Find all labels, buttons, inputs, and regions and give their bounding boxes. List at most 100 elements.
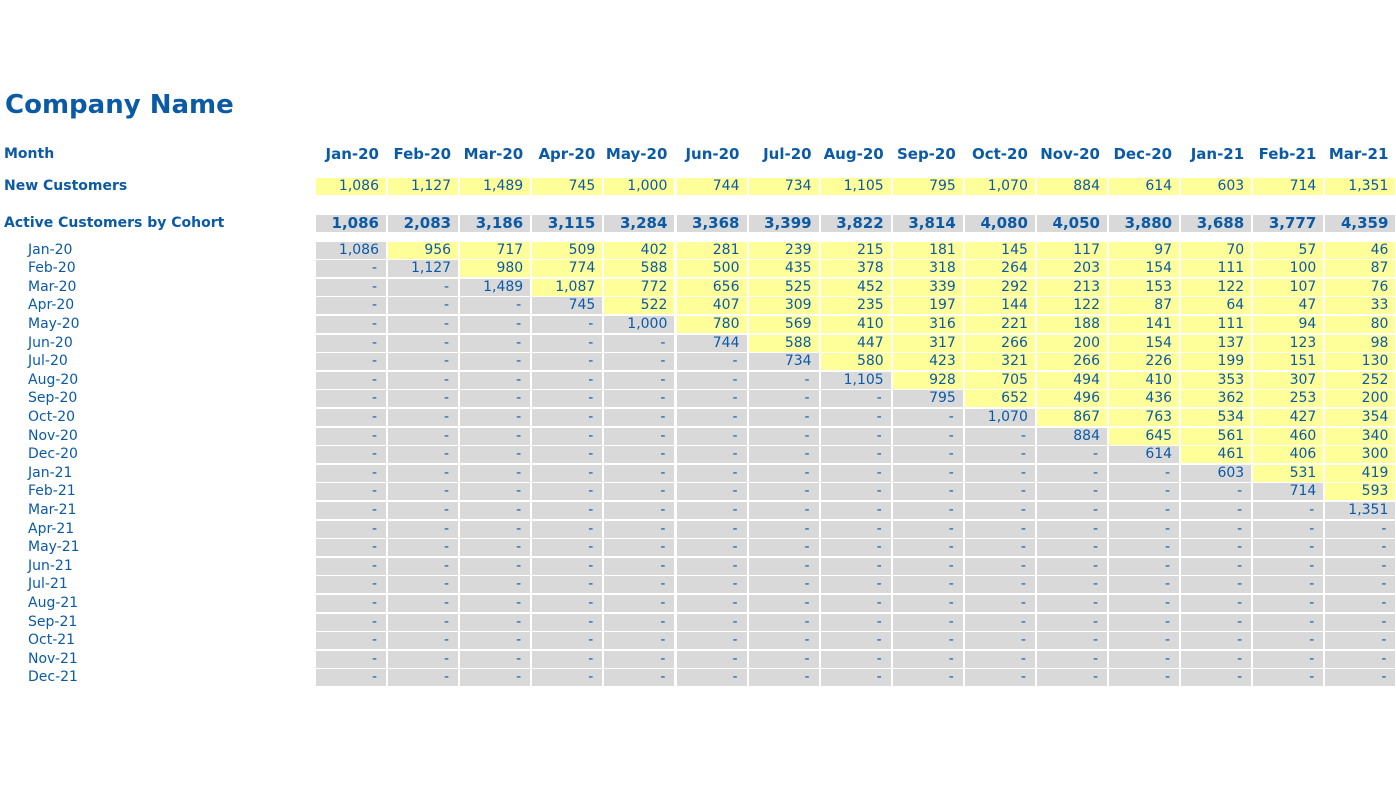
cohort-cell[interactable]: - [460, 315, 531, 333]
cohort-cell[interactable]: 419 [1325, 464, 1396, 482]
cohort-cell[interactable]: 867 [1037, 408, 1107, 426]
cohort-cell[interactable]: 525 [748, 278, 819, 296]
cohort-cell[interactable]: - [1253, 669, 1324, 687]
cohort-cell[interactable]: - [460, 297, 531, 315]
cohort-cell[interactable]: - [820, 390, 891, 408]
cohort-cell[interactable]: 213 [1037, 278, 1107, 296]
cohort-cell[interactable]: - [1109, 632, 1180, 650]
cohort-cell[interactable]: - [1253, 520, 1324, 538]
cohort-cell[interactable]: 321 [964, 353, 1035, 371]
active-customers-total-cell[interactable]: 3,688 [1181, 215, 1252, 232]
cohort-cell[interactable]: - [820, 520, 891, 538]
cohort-cell[interactable]: - [1109, 539, 1180, 557]
active-customers-total-cell[interactable]: 3,777 [1253, 215, 1324, 232]
cohort-cell[interactable]: 436 [1109, 390, 1180, 408]
active-customers-total-cell[interactable]: 2,083 [388, 215, 459, 232]
cohort-cell[interactable]: - [820, 632, 891, 650]
new-customers-cell[interactable]: 1,489 [460, 178, 531, 195]
cohort-cell[interactable]: - [1325, 576, 1396, 594]
cohort-cell[interactable]: - [532, 353, 603, 371]
cohort-cell[interactable]: - [604, 557, 675, 575]
cohort-cell[interactable]: - [676, 594, 747, 612]
cohort-cell[interactable]: - [892, 446, 963, 464]
active-customers-total-cell[interactable]: 4,050 [1037, 215, 1107, 232]
cohort-cell[interactable]: 226 [1109, 353, 1180, 371]
cohort-cell[interactable]: - [532, 520, 603, 538]
cohort-cell[interactable]: - [676, 427, 747, 445]
cohort-cell[interactable]: - [1181, 669, 1252, 687]
active-customers-total-cell[interactable]: 3,368 [676, 215, 747, 232]
cohort-cell[interactable]: 614 [1109, 446, 1180, 464]
cohort-cell[interactable]: 317 [892, 334, 963, 352]
cohort-cell[interactable]: - [1037, 464, 1107, 482]
cohort-cell[interactable]: 500 [676, 260, 747, 278]
month-header[interactable]: Jan-20 [325, 145, 379, 163]
cohort-cell[interactable]: 884 [1037, 427, 1107, 445]
cohort-cell[interactable]: - [388, 539, 459, 557]
cohort-cell[interactable]: - [388, 446, 459, 464]
cohort-cell[interactable]: - [388, 520, 459, 538]
cohort-cell[interactable]: 588 [748, 334, 819, 352]
cohort-cell[interactable]: - [316, 408, 386, 426]
cohort-cell[interactable]: - [820, 427, 891, 445]
cohort-cell[interactable]: - [964, 576, 1035, 594]
cohort-cell[interactable]: - [388, 278, 459, 296]
cohort-cell[interactable]: - [676, 650, 747, 668]
cohort-cell[interactable]: - [892, 520, 963, 538]
cohort-cell[interactable]: - [1253, 501, 1324, 519]
cohort-cell[interactable]: - [1253, 594, 1324, 612]
cohort-cell[interactable]: - [1109, 501, 1180, 519]
cohort-cell[interactable]: 745 [532, 297, 603, 315]
cohort-cell[interactable]: - [316, 297, 386, 315]
new-customers-cell[interactable]: 1,127 [388, 178, 459, 195]
cohort-cell[interactable]: 452 [820, 278, 891, 296]
cohort-cell[interactable]: - [316, 278, 386, 296]
cohort-cell[interactable]: - [1325, 613, 1396, 631]
active-customers-total-cell[interactable]: 4,359 [1325, 215, 1396, 232]
cohort-cell[interactable]: - [820, 501, 891, 519]
cohort-cell[interactable]: - [964, 557, 1035, 575]
active-customers-total-cell[interactable]: 3,822 [820, 215, 891, 232]
cohort-cell[interactable]: 714 [1253, 483, 1324, 501]
cohort-cell[interactable]: - [460, 576, 531, 594]
cohort-cell[interactable]: 117 [1037, 241, 1107, 259]
new-customers-cell[interactable]: 745 [532, 178, 603, 195]
cohort-cell[interactable]: - [1181, 594, 1252, 612]
cohort-cell[interactable]: 266 [1037, 353, 1107, 371]
cohort-cell[interactable]: - [964, 650, 1035, 668]
cohort-cell[interactable]: - [820, 446, 891, 464]
month-header[interactable]: Dec-20 [1113, 145, 1173, 163]
cohort-cell[interactable]: - [1109, 594, 1180, 612]
cohort-cell[interactable]: 199 [1181, 353, 1252, 371]
cohort-cell[interactable]: 1,000 [604, 315, 675, 333]
cohort-cell[interactable]: - [1037, 594, 1107, 612]
cohort-cell[interactable]: 292 [964, 278, 1035, 296]
cohort-cell[interactable]: 154 [1109, 334, 1180, 352]
cohort-cell[interactable]: 181 [892, 241, 963, 259]
cohort-cell[interactable]: - [532, 464, 603, 482]
month-header[interactable]: May-20 [605, 145, 668, 163]
cohort-cell[interactable]: 221 [964, 315, 1035, 333]
cohort-cell[interactable]: 774 [532, 260, 603, 278]
cohort-cell[interactable]: 1,489 [460, 278, 531, 296]
cohort-cell[interactable]: - [532, 594, 603, 612]
cohort-cell[interactable]: - [532, 315, 603, 333]
cohort-cell[interactable]: - [460, 594, 531, 612]
cohort-cell[interactable]: - [316, 613, 386, 631]
cohort-cell[interactable]: - [316, 539, 386, 557]
cohort-cell[interactable]: 253 [1253, 390, 1324, 408]
cohort-cell[interactable]: - [748, 520, 819, 538]
cohort-cell[interactable]: 130 [1325, 353, 1396, 371]
cohort-cell[interactable]: - [1109, 520, 1180, 538]
cohort-cell[interactable]: 154 [1109, 260, 1180, 278]
cohort-cell[interactable]: - [604, 650, 675, 668]
cohort-cell[interactable]: 300 [1325, 446, 1396, 464]
new-customers-cell[interactable]: 614 [1109, 178, 1180, 195]
cohort-cell[interactable]: - [748, 613, 819, 631]
cohort-cell[interactable]: - [748, 539, 819, 557]
cohort-cell[interactable]: 87 [1109, 297, 1180, 315]
cohort-cell[interactable]: - [892, 613, 963, 631]
cohort-cell[interactable]: - [964, 594, 1035, 612]
cohort-cell[interactable]: 123 [1253, 334, 1324, 352]
cohort-cell[interactable]: - [820, 464, 891, 482]
